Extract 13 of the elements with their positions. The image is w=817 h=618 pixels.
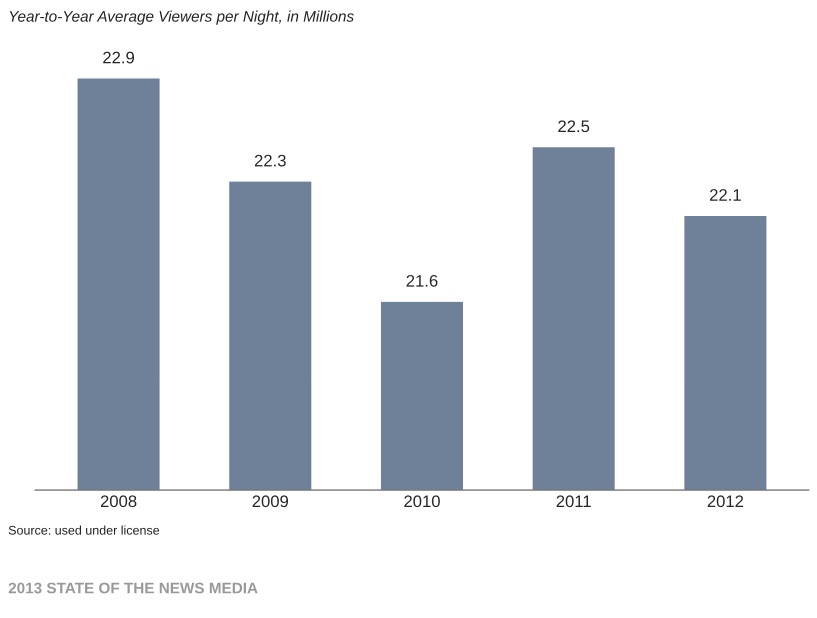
data-label: 22.1 [710,189,741,201]
data-label: 21.6 [406,274,438,287]
data-label: 22.3 [254,154,286,167]
data-label: 22.9 [103,52,134,64]
x-tick-label: 2008 [100,495,136,508]
x-tick-label: 2010 [404,495,440,508]
data-label: 22.5 [558,120,590,132]
chart-title: Year-to-Year Average Viewers per Night, in Millions [10,10,354,25]
x-tick-label: 2011 [556,495,591,508]
source-note: Source: used under license [8,526,160,535]
x-tick-label: 2009 [252,495,288,508]
x-tick-label: 2012 [708,495,744,508]
text: 2013 STATE OF THE NEWS MEDIA [8,582,258,594]
